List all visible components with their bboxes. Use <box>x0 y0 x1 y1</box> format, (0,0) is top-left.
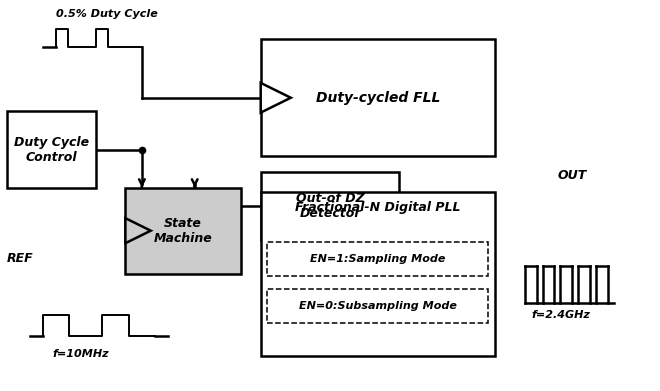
Bar <box>261 192 495 356</box>
Bar <box>261 39 495 156</box>
Text: REF: REF <box>7 251 33 265</box>
Bar <box>125 188 241 274</box>
Text: EN=0:Subsampling Mode: EN=0:Subsampling Mode <box>299 301 457 311</box>
Text: Duty Cycle
Control: Duty Cycle Control <box>14 136 88 163</box>
Bar <box>7 111 96 188</box>
Text: Fractional-N Digital PLL: Fractional-N Digital PLL <box>295 201 461 214</box>
Text: f=2.4GHz: f=2.4GHz <box>531 310 590 320</box>
Bar <box>267 242 488 276</box>
Polygon shape <box>261 83 291 113</box>
Bar <box>261 172 399 240</box>
Text: EN=1:Sampling Mode: EN=1:Sampling Mode <box>310 254 446 264</box>
Text: State
Machine: State Machine <box>154 217 213 245</box>
Text: f=10MHz: f=10MHz <box>53 349 110 359</box>
Text: Duty-cycled FLL: Duty-cycled FLL <box>315 91 440 105</box>
Text: OUT: OUT <box>558 169 587 183</box>
Bar <box>267 289 488 323</box>
Text: 0.5% Duty Cycle: 0.5% Duty Cycle <box>56 9 158 19</box>
Text: Out-of DZ
Detector: Out-of DZ Detector <box>296 192 364 220</box>
Polygon shape <box>125 218 150 243</box>
